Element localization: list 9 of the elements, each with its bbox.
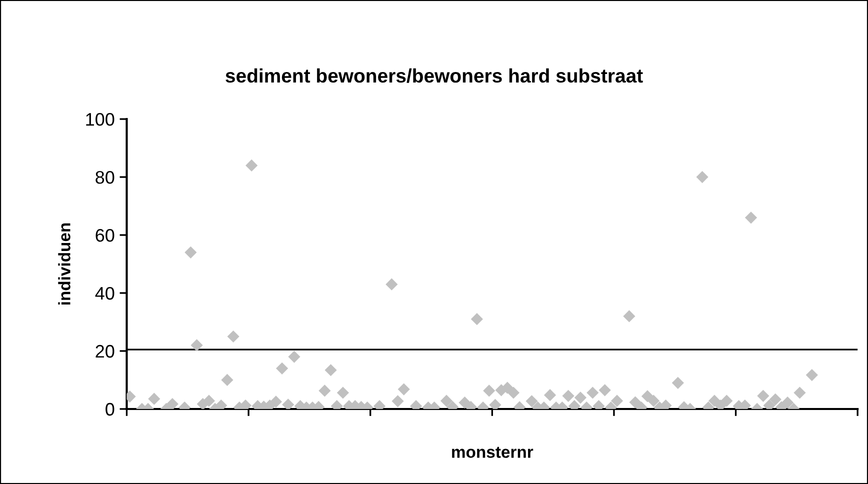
y-tick-label: 20 [96,344,114,358]
y-tick-label: 0 [106,402,114,416]
x-axis-title: monsternr [452,446,534,458]
y-tick-label: 80 [96,170,114,184]
chart-title: sediment bewoners/bewoners hard substraat [226,68,643,83]
y-tick-label: 100 [86,113,114,126]
y-tick-label: 40 [95,286,114,300]
y-axis-title: individuen [58,223,70,305]
y-tick-label: 60 [96,228,114,242]
